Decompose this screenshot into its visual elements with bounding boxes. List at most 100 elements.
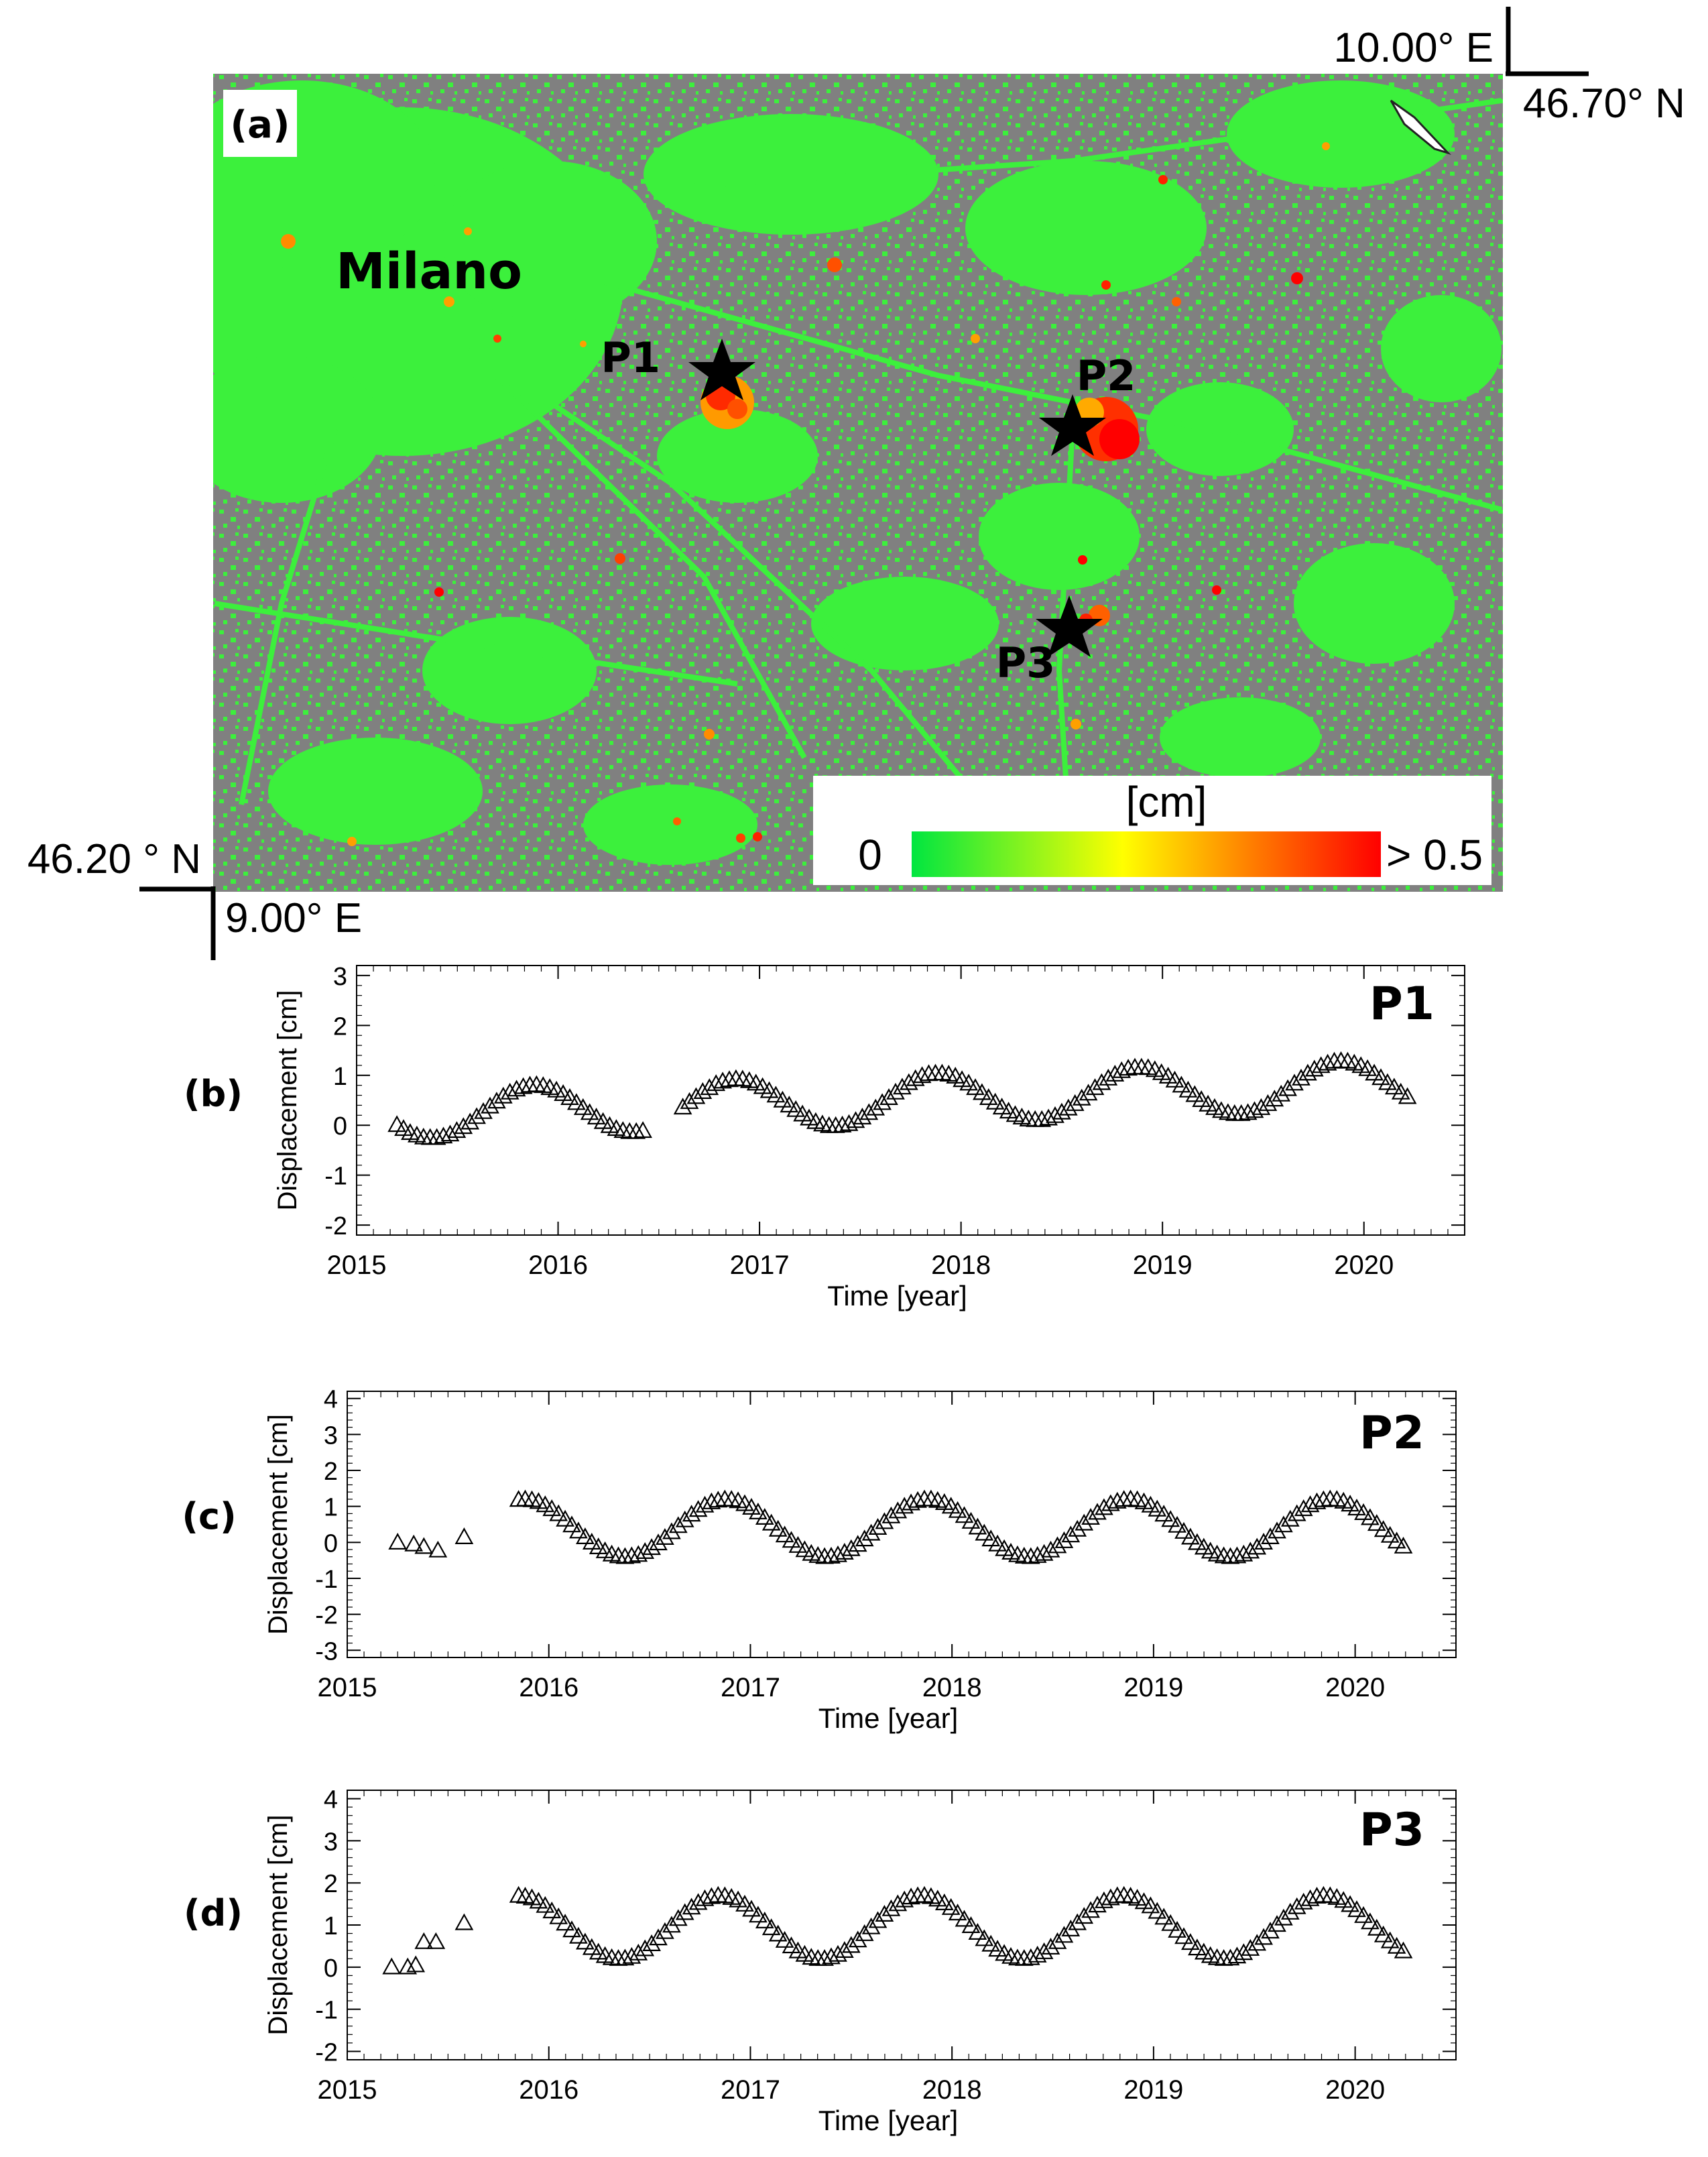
corner-bottom-left-lon: 9.00° E [225, 895, 362, 941]
data-point-triangle [649, 1928, 668, 1946]
data-point-triangle [1154, 1505, 1174, 1522]
data-point-triangle [879, 1088, 898, 1105]
data-point-triangle [1358, 1059, 1377, 1076]
data-point-triangle [1278, 1079, 1297, 1096]
data-point-triangle [868, 1518, 888, 1535]
data-point-triangle [680, 1092, 699, 1109]
data-point-triangle [941, 1497, 961, 1514]
data-point-triangle [908, 1491, 927, 1508]
data-point-triangle [1095, 1498, 1113, 1515]
data-point-triangle [1101, 1494, 1120, 1511]
data-point-triangle [1152, 1063, 1171, 1080]
data-point-triangle [1394, 1941, 1413, 1959]
chart-p3: 2015 2016 2017 2018 2019 2020 4 3 2 1 0 -1 -2 Time [y… [184, 1786, 1457, 2136]
data-point-triangle [720, 1070, 739, 1088]
point-p1-label: P1 [601, 333, 660, 382]
data-point-triangle [1099, 1068, 1118, 1086]
data-point-triangle [1227, 1946, 1247, 1964]
data-point-triangle [1068, 1913, 1087, 1930]
data-point-triangle [1095, 1891, 1113, 1908]
data-point-triangle [1032, 1110, 1052, 1127]
data-point-triangle [649, 1533, 668, 1551]
data-point-triangle [1380, 1931, 1400, 1948]
data-point-triangle [1300, 1495, 1320, 1513]
y-tick-label: 2 [324, 1458, 338, 1486]
panel-label: (c) [182, 1495, 236, 1537]
chart-title: P1 [1369, 978, 1435, 1031]
data-point-triangle [833, 1115, 852, 1132]
x-tick-label: 2017 [730, 1250, 790, 1280]
data-point-triangle [1141, 1896, 1160, 1914]
data-point-triangle [1272, 1084, 1291, 1102]
data-point-triangle [1238, 1103, 1258, 1120]
data-point-triangle [1341, 1895, 1359, 1912]
data-point-triangle [414, 1932, 434, 1949]
data-point-triangle [1148, 1499, 1167, 1517]
data-point-triangle [688, 1893, 708, 1910]
y-tick-label: 2 [324, 1870, 338, 1898]
data-point-triangle [567, 1093, 586, 1110]
data-point-triangle [461, 1112, 480, 1130]
data-point-triangle [1085, 1078, 1105, 1096]
data-point-triangle [688, 1500, 708, 1517]
data-point-triangle [1028, 1546, 1047, 1563]
data-point-triangle [1081, 1508, 1100, 1525]
data-point-triangle [702, 1887, 721, 1904]
data-point-triangle [835, 1941, 854, 1958]
data-point-triangle [427, 1128, 446, 1145]
data-point-triangle [388, 1533, 408, 1550]
data-point-triangle [881, 1899, 901, 1916]
data-point-triangle [556, 1509, 574, 1527]
data-point-triangle [934, 1893, 954, 1910]
y-tick-label: 4 [324, 1786, 338, 1814]
data-point-triangle [822, 1546, 841, 1564]
x-tick-label: 2020 [1325, 1673, 1385, 1702]
data-point-triangle [985, 1092, 1005, 1110]
data-point-triangle [829, 1545, 847, 1562]
data-point-triangle [414, 1537, 434, 1554]
y-tick-label: -1 [315, 1566, 338, 1594]
data-point-triangle [569, 1521, 588, 1539]
data-point-triangle [1134, 1892, 1154, 1910]
data-point-triangle [786, 1100, 806, 1117]
data-point-triangle [582, 1938, 601, 1955]
y-tick-label: 3 [324, 1828, 338, 1856]
x-tick-label: 2018 [931, 1250, 991, 1280]
y-tick-label: -1 [315, 1997, 338, 2025]
data-point-triangle [948, 1501, 967, 1518]
data-point-triangle [941, 1898, 961, 1915]
data-point-triangle [1258, 1094, 1278, 1111]
data-point-triangle [1241, 1938, 1260, 1956]
data-point-triangle [1361, 1912, 1380, 1930]
data-point-triangle [513, 1077, 533, 1094]
y-tick-label: -2 [324, 1212, 347, 1240]
data-point-triangle [1168, 1515, 1186, 1533]
ridge-feature [1390, 99, 1451, 156]
data-point-triangle [582, 1533, 601, 1550]
x-axis-label: Time [year] [818, 1702, 958, 1734]
y-tick-label: 3 [324, 1421, 338, 1450]
data-point-triangle [1398, 1087, 1417, 1104]
data-point-triangle [782, 1531, 801, 1548]
data-point-triangle [981, 1934, 1001, 1952]
data-point-triangle [682, 1505, 701, 1522]
data-point-triangle [686, 1087, 706, 1104]
x-axis-label: Time [year] [818, 2105, 958, 2136]
data-point-triangle [1274, 1515, 1293, 1533]
data-point-triangle [1041, 1540, 1060, 1558]
data-point-triangle [782, 1936, 801, 1954]
data-point-triangle [668, 1909, 688, 1926]
data-point-triangle [493, 1086, 513, 1104]
data-point-triangle [1219, 1103, 1237, 1120]
data-point-triangle [1292, 1068, 1310, 1086]
x-tick-label: 2016 [519, 1673, 578, 1702]
data-point-triangle [1394, 1536, 1413, 1554]
data-point-triangle [729, 1890, 747, 1908]
data-point-triangle [1048, 1536, 1067, 1554]
data-point-triangle [509, 1885, 528, 1903]
data-point-triangle [629, 1545, 648, 1562]
y-tick-label: -3 [315, 1637, 338, 1666]
data-point-triangle [966, 1078, 985, 1096]
data-point-triangle [979, 1088, 998, 1105]
colorbar-min-label: 0 [858, 831, 882, 879]
